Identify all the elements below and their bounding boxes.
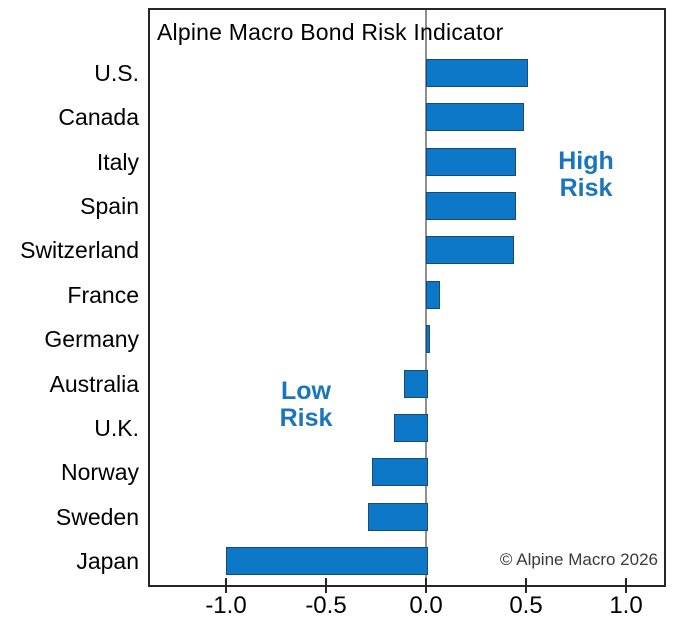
x-axis-tick-label-0.0: 0.0: [409, 592, 443, 619]
category-label-australia: Australia: [49, 370, 139, 397]
x-axis-tick-label--1.0: -1.0: [205, 592, 247, 619]
category-label-switzerland: Switzerland: [20, 237, 139, 264]
bar-france: [426, 281, 440, 309]
high-risk-annotation: High Risk: [521, 148, 651, 202]
bar-norway: [372, 458, 428, 486]
bar-us: [426, 59, 528, 87]
category-label-france: France: [67, 281, 139, 308]
category-label-uk: U.K.: [94, 414, 139, 441]
category-label-germany: Germany: [44, 326, 139, 353]
x-axis-tick-0.5: [525, 578, 527, 593]
copyright-note: © Alpine Macro 2026: [499, 550, 658, 569]
x-axis-tick--1.0: [225, 578, 227, 593]
x-axis-tick-label--0.5: -0.5: [305, 592, 347, 619]
x-axis-tick-label-1.0: 1.0: [609, 592, 643, 619]
x-axis-tick-label-0.5: 0.5: [509, 592, 543, 619]
high-risk-line2: Risk: [559, 174, 613, 202]
category-label-canada: Canada: [58, 104, 139, 131]
x-axis-tick-0.0: [425, 578, 427, 593]
low-risk-line1: Low: [281, 377, 331, 405]
bar-canada: [426, 103, 524, 131]
low-risk-annotation: Low Risk: [241, 378, 371, 432]
bar-sweden: [368, 503, 428, 531]
bar-spain: [426, 192, 516, 220]
low-risk-line2: Risk: [279, 404, 333, 432]
bar-switzerland: [426, 236, 514, 264]
x-axis-tick-1.0: [625, 578, 627, 593]
category-label-norway: Norway: [61, 459, 139, 486]
x-axis-tick--0.5: [325, 578, 327, 593]
plot-area: [148, 8, 666, 587]
category-label-sweden: Sweden: [55, 503, 139, 530]
high-risk-line1: High: [558, 147, 614, 175]
category-label-japan: Japan: [76, 547, 139, 574]
category-label-us: U.S.: [94, 60, 139, 86]
chart-title: Alpine Macro Bond Risk Indicator: [157, 19, 504, 45]
bar-germany: [426, 325, 430, 353]
bar-uk: [394, 414, 428, 442]
category-label-italy: Italy: [96, 148, 139, 175]
bar-japan: [226, 547, 428, 575]
category-label-spain: Spain: [80, 193, 139, 220]
bar-australia: [404, 370, 428, 398]
bar-italy: [426, 148, 516, 176]
